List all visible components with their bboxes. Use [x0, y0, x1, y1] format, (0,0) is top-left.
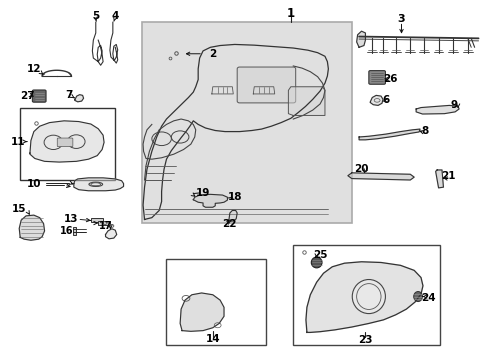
Text: 24: 24 [421, 293, 435, 303]
Text: 4: 4 [111, 11, 118, 21]
Text: 18: 18 [227, 192, 242, 202]
Text: 3: 3 [397, 14, 405, 24]
Text: 20: 20 [353, 164, 368, 174]
Bar [91, 219, 103, 222]
Text: 23: 23 [357, 334, 372, 345]
Text: 16: 16 [60, 226, 73, 236]
Polygon shape [415, 105, 458, 114]
Ellipse shape [413, 292, 422, 302]
Text: 2: 2 [209, 49, 216, 59]
Text: 5: 5 [92, 11, 99, 21]
Polygon shape [356, 31, 365, 47]
Bar [293, 244, 439, 345]
Polygon shape [358, 129, 419, 140]
Text: 22: 22 [221, 219, 236, 229]
FancyBboxPatch shape [368, 71, 385, 84]
Text: 21: 21 [440, 171, 455, 181]
Text: 19: 19 [196, 188, 210, 198]
Polygon shape [347, 173, 413, 180]
Polygon shape [105, 229, 117, 239]
Polygon shape [75, 95, 83, 102]
Polygon shape [180, 293, 224, 331]
Polygon shape [288, 87, 325, 116]
Text: 26: 26 [383, 74, 397, 84]
FancyBboxPatch shape [57, 138, 73, 147]
Text: 25: 25 [312, 249, 326, 260]
Text: 12: 12 [26, 64, 41, 74]
Text: 1: 1 [286, 7, 294, 20]
FancyBboxPatch shape [237, 67, 295, 103]
Text: 13: 13 [64, 215, 79, 224]
Ellipse shape [351, 279, 385, 314]
Text: 10: 10 [26, 179, 41, 189]
Text: 7: 7 [65, 90, 73, 100]
Polygon shape [228, 211, 237, 221]
Text: 9: 9 [449, 100, 457, 110]
Polygon shape [305, 262, 422, 332]
Text: 14: 14 [205, 333, 220, 343]
Text: 27: 27 [20, 91, 35, 101]
Polygon shape [74, 178, 123, 191]
Ellipse shape [311, 257, 322, 268]
Text: 8: 8 [421, 126, 427, 136]
Text: 11: 11 [10, 137, 25, 147]
Bar [142, 22, 351, 223]
FancyBboxPatch shape [32, 90, 46, 102]
Polygon shape [193, 194, 227, 207]
Text: 6: 6 [382, 95, 389, 105]
Bar [20, 108, 115, 180]
Polygon shape [30, 121, 104, 162]
Bar [166, 259, 266, 345]
Bar [73, 227, 76, 234]
Text: 15: 15 [12, 204, 26, 214]
Polygon shape [435, 170, 443, 188]
Text: 17: 17 [99, 221, 112, 231]
Polygon shape [19, 215, 44, 240]
Polygon shape [369, 95, 382, 105]
Bar [98, 221, 110, 225]
